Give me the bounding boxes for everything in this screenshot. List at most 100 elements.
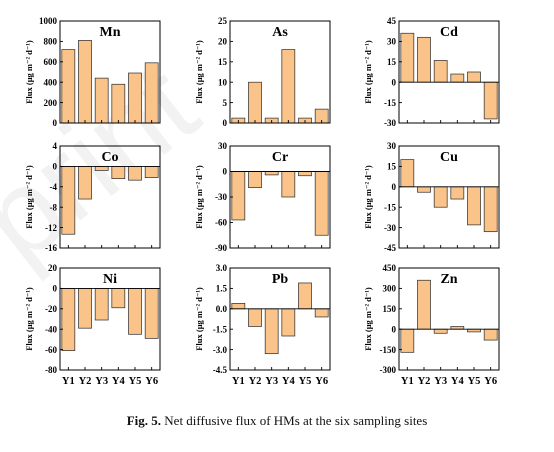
plot-frame-co (59, 145, 161, 249)
ytick-label-zn: -150 (380, 345, 397, 355)
xcat-label-ni: Y2 (79, 376, 92, 387)
ytick-label-cd: -15 (384, 98, 396, 108)
ytick-label-zn: 0 (392, 324, 397, 334)
ytick-label-ni: -40 (45, 324, 57, 334)
ytick-label-pb: -1.5 (213, 324, 228, 334)
bar-co-y6 (144, 166, 159, 178)
bar-co-y3 (94, 166, 109, 171)
ytick-label-as: 5 (223, 98, 228, 108)
ytick-label-as: 25 (218, 16, 228, 26)
plot-frame-as (229, 20, 331, 124)
ytick-label-as: 0 (223, 118, 228, 128)
xcat-label-pb: Y1 (232, 376, 245, 387)
plot-frame-ni (59, 267, 161, 371)
ytick-label-cu: 30 (387, 141, 397, 151)
ytick-label-zn: 450 (383, 263, 397, 273)
bar-cr-y2 (248, 171, 262, 188)
ylabel-cd: Flux (μg m⁻² d⁻¹) (363, 40, 373, 104)
panel-title-as: As (272, 25, 288, 40)
ylabel-mn: Flux (μg m⁻² d⁻¹) (24, 40, 34, 104)
panel-cd: -30 -15 0 15 30 45 Cd Flux (μg m⁻² d⁻¹) (363, 16, 500, 128)
panel-as: 0 5 10 15 20 25 As Flux (μg m⁻² d⁻¹) (194, 16, 331, 128)
ylabel-co: Flux (μg m⁻² d⁻¹) (24, 165, 34, 229)
panel-cr: -90 -60 -30 0 30 Cr Flux (μg m⁻² d⁻¹) (194, 141, 331, 253)
bar-cd-y4 (450, 73, 465, 83)
ytick-label-pb: -3.0 (213, 345, 228, 355)
bar-ni-y2 (78, 288, 92, 329)
xcat-label-pb: Y6 (315, 376, 328, 387)
bar-cu-y5 (467, 186, 481, 226)
bar-cr-y3 (264, 171, 279, 176)
ytick-label-cd: 45 (387, 16, 397, 26)
xcat-label-ni: Y1 (62, 376, 75, 387)
bar-zn-y6 (483, 328, 498, 341)
panel-title-co: Co (101, 150, 118, 165)
panel-title-zn: Zn (440, 272, 457, 287)
ytick-label-cd: 15 (387, 57, 397, 67)
ytick-label-ni: 20 (48, 263, 58, 273)
bar-cd-y2 (417, 36, 431, 83)
panel-title-cu: Cu (440, 150, 458, 165)
bar-pb-y3 (264, 308, 279, 355)
xcat-label-zn: Y1 (401, 376, 414, 387)
bar-pb-y1 (231, 303, 246, 310)
xcat-label-zn: Y2 (418, 376, 431, 387)
xcat-label-pb: Y5 (299, 376, 312, 387)
panel-co: -16 -12 -8 -4 0 4 Co Flux (μg m⁻² d⁻¹) (24, 141, 161, 253)
ytick-label-co: -12 (45, 223, 57, 233)
xcat-label-pb: Y3 (265, 376, 278, 387)
bar-pb-y2 (248, 308, 262, 327)
ytick-label-pb: -4.5 (213, 365, 228, 375)
bar-pb-y5 (298, 282, 312, 310)
xcat-label-ni: Y5 (129, 376, 142, 387)
ytick-label-cr: -60 (215, 218, 227, 228)
plot-frame-mn (59, 20, 161, 124)
ytick-label-mn: 600 (44, 57, 58, 67)
bar-cr-y6 (314, 171, 329, 236)
panel-title-mn: Mn (100, 25, 121, 40)
plot-frame-zn (398, 267, 500, 371)
ytick-label-cr: -30 (215, 192, 227, 202)
bar-mn-y6 (144, 62, 159, 124)
bar-pb-y6 (314, 308, 329, 318)
bar-cu-y6 (483, 186, 498, 233)
panel-cu: -45 -30 -15 0 15 30 Cu Flux (μg m⁻² d⁻¹) (363, 141, 500, 253)
ytick-label-as: 15 (218, 57, 228, 67)
ytick-label-cd: 30 (387, 37, 397, 47)
ytick-label-cu: 15 (387, 162, 397, 172)
ytick-label-cu: -15 (384, 202, 396, 212)
bar-mn-y4 (111, 83, 126, 124)
figure-caption: Fig. 5. Net diffusive flux of HMs at the… (0, 413, 554, 429)
bar-zn-y2 (417, 279, 431, 330)
bar-cr-y4 (281, 171, 296, 198)
bar-mn-y1 (61, 49, 76, 124)
bar-cd-y3 (433, 60, 448, 83)
ytick-label-mn: 400 (44, 77, 58, 87)
bar-cu-y2 (417, 186, 431, 193)
xcat-label-zn: Y4 (451, 376, 465, 387)
ytick-label-cu: -30 (384, 223, 396, 233)
ylabel-cr: Flux (μg m⁻² d⁻¹) (194, 165, 204, 229)
panel-title-pb: Pb (272, 272, 289, 287)
ytick-label-pb: 1.5 (216, 284, 228, 294)
bar-mn-y3 (94, 77, 109, 124)
plot-frame-cu (398, 145, 500, 249)
ylabel-ni: Flux (μg m⁻² d⁻¹) (24, 287, 34, 351)
ylabel-zn: Flux (μg m⁻² d⁻¹) (363, 287, 373, 351)
bar-ni-y4 (111, 288, 126, 309)
panel-title-cd: Cd (440, 25, 458, 40)
bar-co-y5 (128, 166, 142, 181)
bar-cr-y1 (231, 171, 246, 221)
ytick-label-ni: -20 (45, 304, 57, 314)
ytick-label-co: -4 (50, 182, 58, 192)
panel-title-cr: Cr (272, 150, 288, 165)
panel-zn: -300 -150 0 150 300 450 Y1 Y2 Y3 Y4 Y5 Y6 Zn Flux (μg… (363, 263, 500, 387)
ytick-label-pb: 0.0 (216, 304, 228, 314)
ytick-label-cd: -30 (384, 118, 396, 128)
bar-pb-y4 (281, 308, 296, 337)
bar-as-y4 (281, 49, 296, 124)
ytick-label-zn: 300 (383, 284, 397, 294)
ytick-label-cu: -45 (384, 243, 396, 253)
xcat-label-ni: Y6 (145, 376, 158, 387)
